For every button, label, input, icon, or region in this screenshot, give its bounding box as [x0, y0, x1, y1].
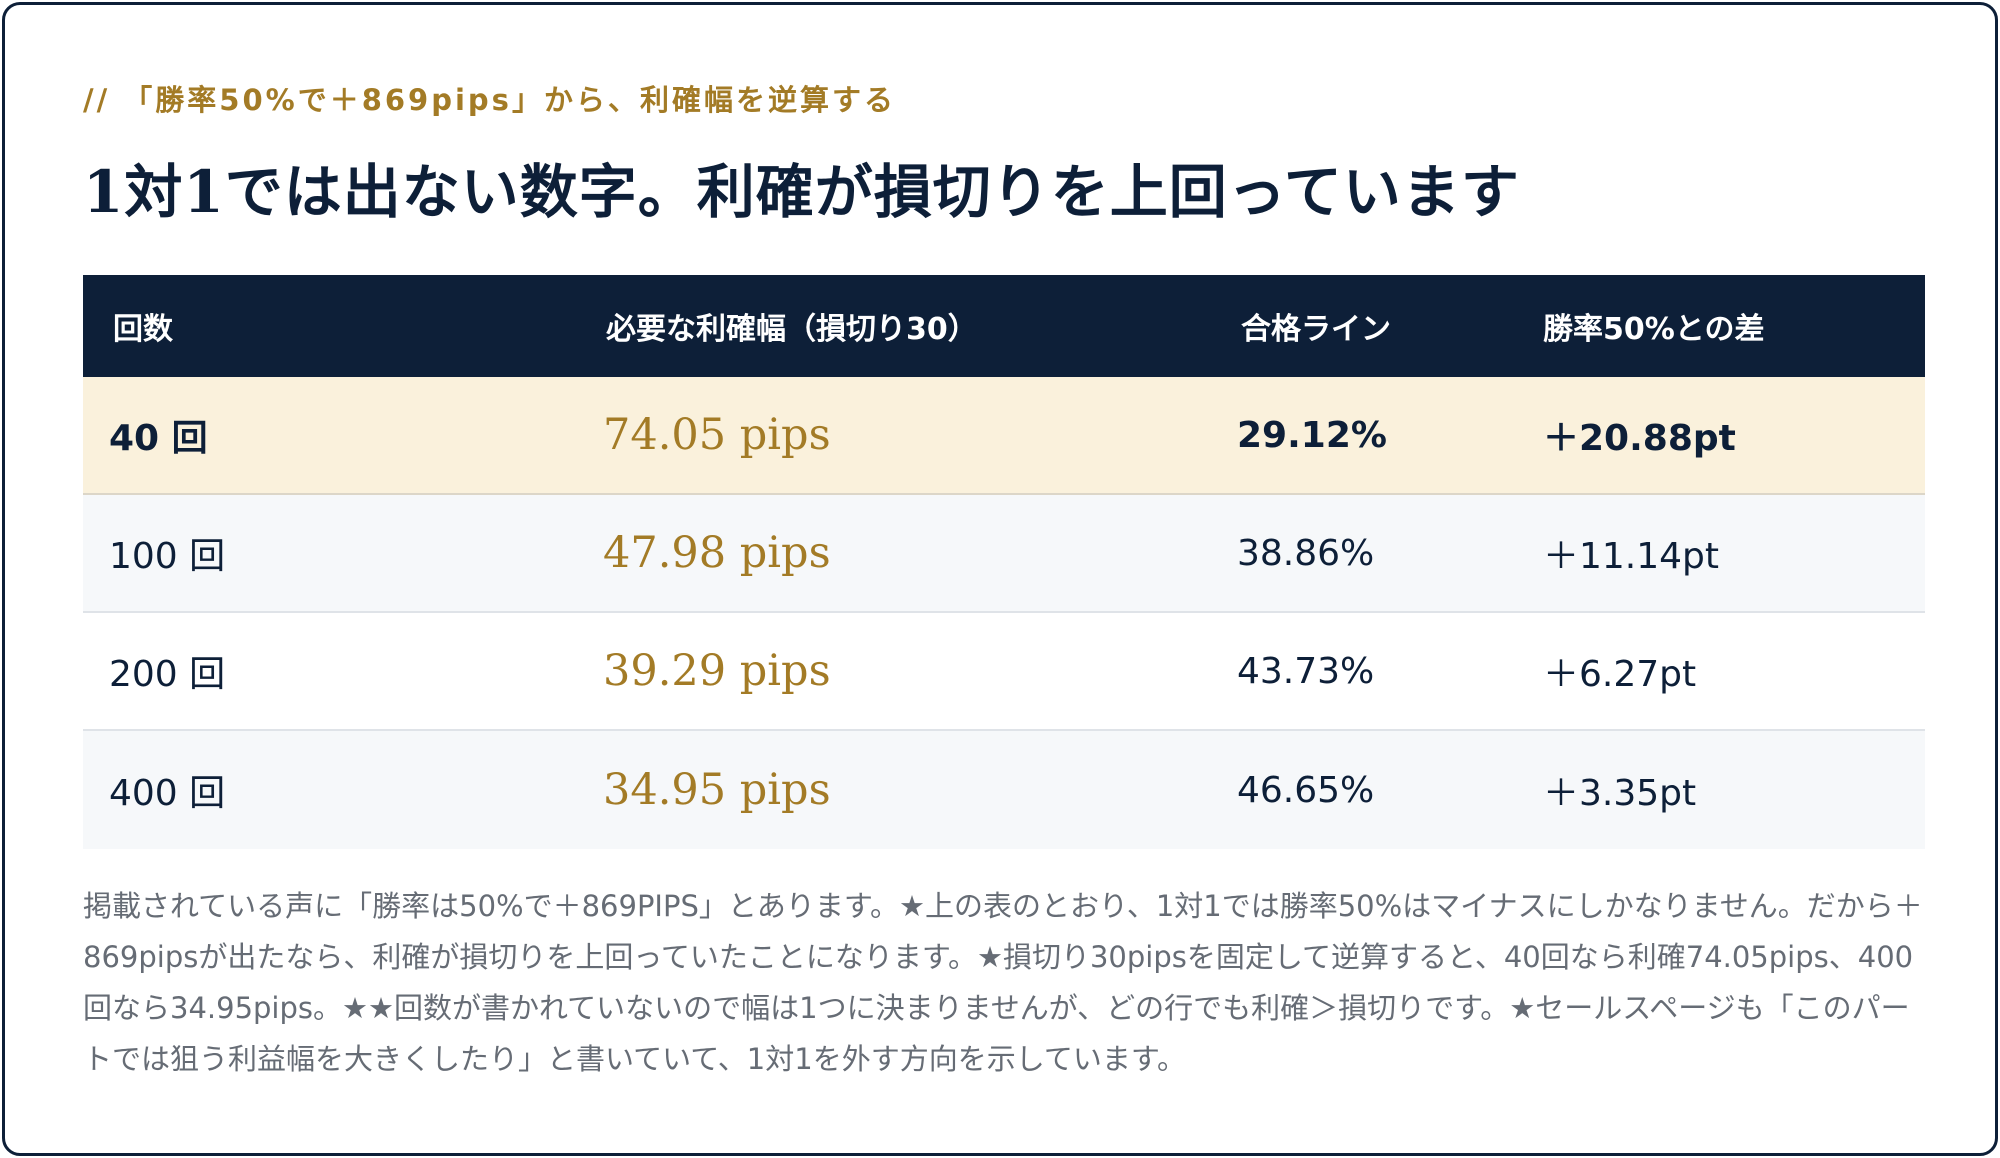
cell-count: 400 回: [109, 773, 226, 814]
table-row: 400 回 34.95 pips 46.65% ＋3.35pt: [83, 731, 1925, 849]
cell-diff: ＋20.88pt: [1543, 418, 1736, 459]
cell-pass-line: 43.73%: [1237, 650, 1375, 692]
table-row: 200 回 39.29 pips 43.73% ＋6.27pt: [83, 613, 1925, 731]
cell-take-profit: 47.98 pips: [603, 528, 831, 578]
header-diff: 勝率50%との差: [1543, 312, 1765, 347]
table-header: 回数 必要な利確幅（損切り30） 合格ライン 勝率50%との差: [83, 275, 1925, 377]
cell-diff: ＋6.27pt: [1543, 654, 1697, 695]
header-pass-line: 合格ライン: [1241, 312, 1391, 347]
header-count: 回数: [113, 312, 173, 347]
cell-diff: ＋11.14pt: [1543, 536, 1720, 577]
cell-pass-line: 46.65%: [1237, 769, 1375, 811]
cell-pass-line: 29.12%: [1237, 414, 1387, 456]
cell-diff: ＋3.35pt: [1543, 773, 1697, 814]
cell-take-profit: 34.95 pips: [603, 765, 831, 815]
cell-count: 200 回: [109, 654, 226, 695]
table-row: 100 回 47.98 pips 38.86% ＋11.14pt: [83, 495, 1925, 613]
section-eyebrow: // 「勝率50%で＋869pips」から、利確幅を逆算する: [83, 83, 896, 117]
cell-take-profit: 39.29 pips: [603, 646, 831, 696]
cell-count: 40 回: [109, 418, 208, 459]
cell-count: 100 回: [109, 536, 226, 577]
pips-table: 回数 必要な利確幅（損切り30） 合格ライン 勝率50%との差 40 回 74.…: [83, 275, 1925, 849]
header-take-profit: 必要な利確幅（損切り30）: [606, 312, 978, 347]
cell-pass-line: 38.86%: [1237, 532, 1375, 574]
page-title: 1対1では出ない数字。利確が損切りを上回っています: [83, 158, 1520, 226]
explanation-note: 掲載されている声に「勝率は50%で＋869PIPS」とあります。★上の表のとおり…: [83, 889, 1923, 1076]
table-row-highlighted: 40 回 74.05 pips 29.12% ＋20.88pt: [83, 377, 1925, 495]
cell-take-profit: 74.05 pips: [603, 410, 831, 460]
